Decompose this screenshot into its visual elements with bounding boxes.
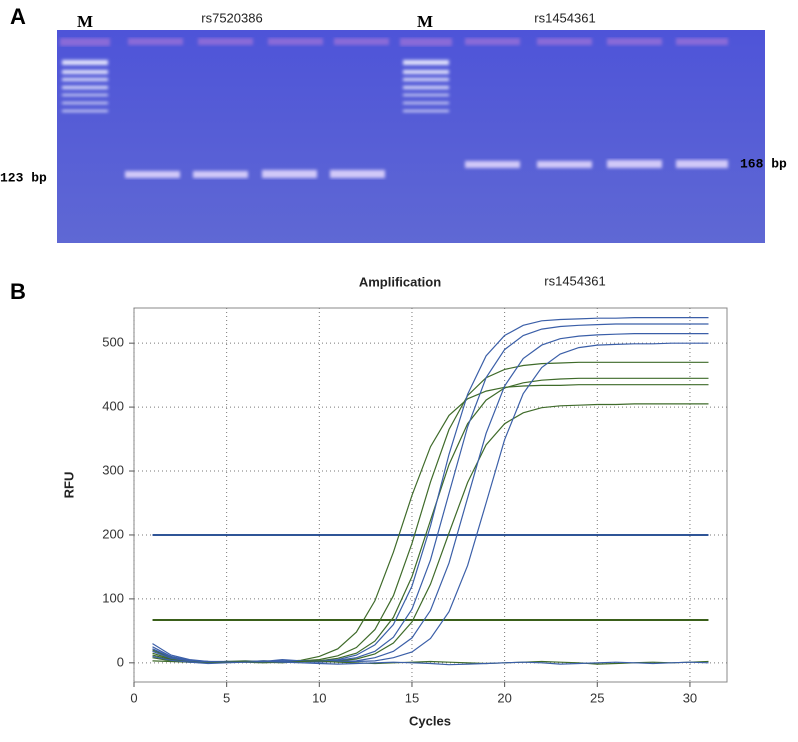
y-tick-label: 100 — [102, 590, 124, 605]
amplification-curve — [152, 403, 709, 664]
size-label: 123 bp — [0, 170, 47, 185]
x-tick-label: 10 — [312, 690, 326, 705]
y-tick-label: 300 — [102, 462, 124, 477]
panel-label: A — [10, 4, 26, 29]
amplification-curve — [152, 342, 709, 663]
lane-label: M — [417, 12, 433, 31]
y-tick-label: 400 — [102, 399, 124, 414]
lane-label: rs7520386 — [201, 10, 262, 25]
chart-subtitle: rs1454361 — [544, 273, 605, 288]
x-tick-label: 5 — [223, 690, 230, 705]
plot-frame — [133, 307, 728, 683]
amplification-curve — [152, 655, 709, 666]
gel-image — [57, 30, 765, 243]
amplification-curve — [152, 660, 709, 665]
y-tick-label: 200 — [102, 526, 124, 541]
x-tick-label: 30 — [683, 690, 697, 705]
size-label: 168 bp — [740, 156, 787, 171]
y-axis-label: RFU — [61, 472, 76, 499]
y-tick-label: 0 — [117, 654, 124, 669]
x-tick-label: 20 — [497, 690, 511, 705]
x-tick-label: 0 — [130, 690, 137, 705]
chart-title: Amplification — [359, 274, 441, 289]
x-tick-label: 15 — [405, 690, 419, 705]
x-tick-label: 25 — [590, 690, 604, 705]
x-axis-label: Cycles — [409, 713, 451, 728]
lane-label: rs1454361 — [534, 10, 595, 25]
lane-label: M — [77, 12, 93, 31]
amplification-curve — [152, 333, 709, 663]
panel-label: B — [10, 279, 26, 304]
y-tick-label: 500 — [102, 335, 124, 350]
